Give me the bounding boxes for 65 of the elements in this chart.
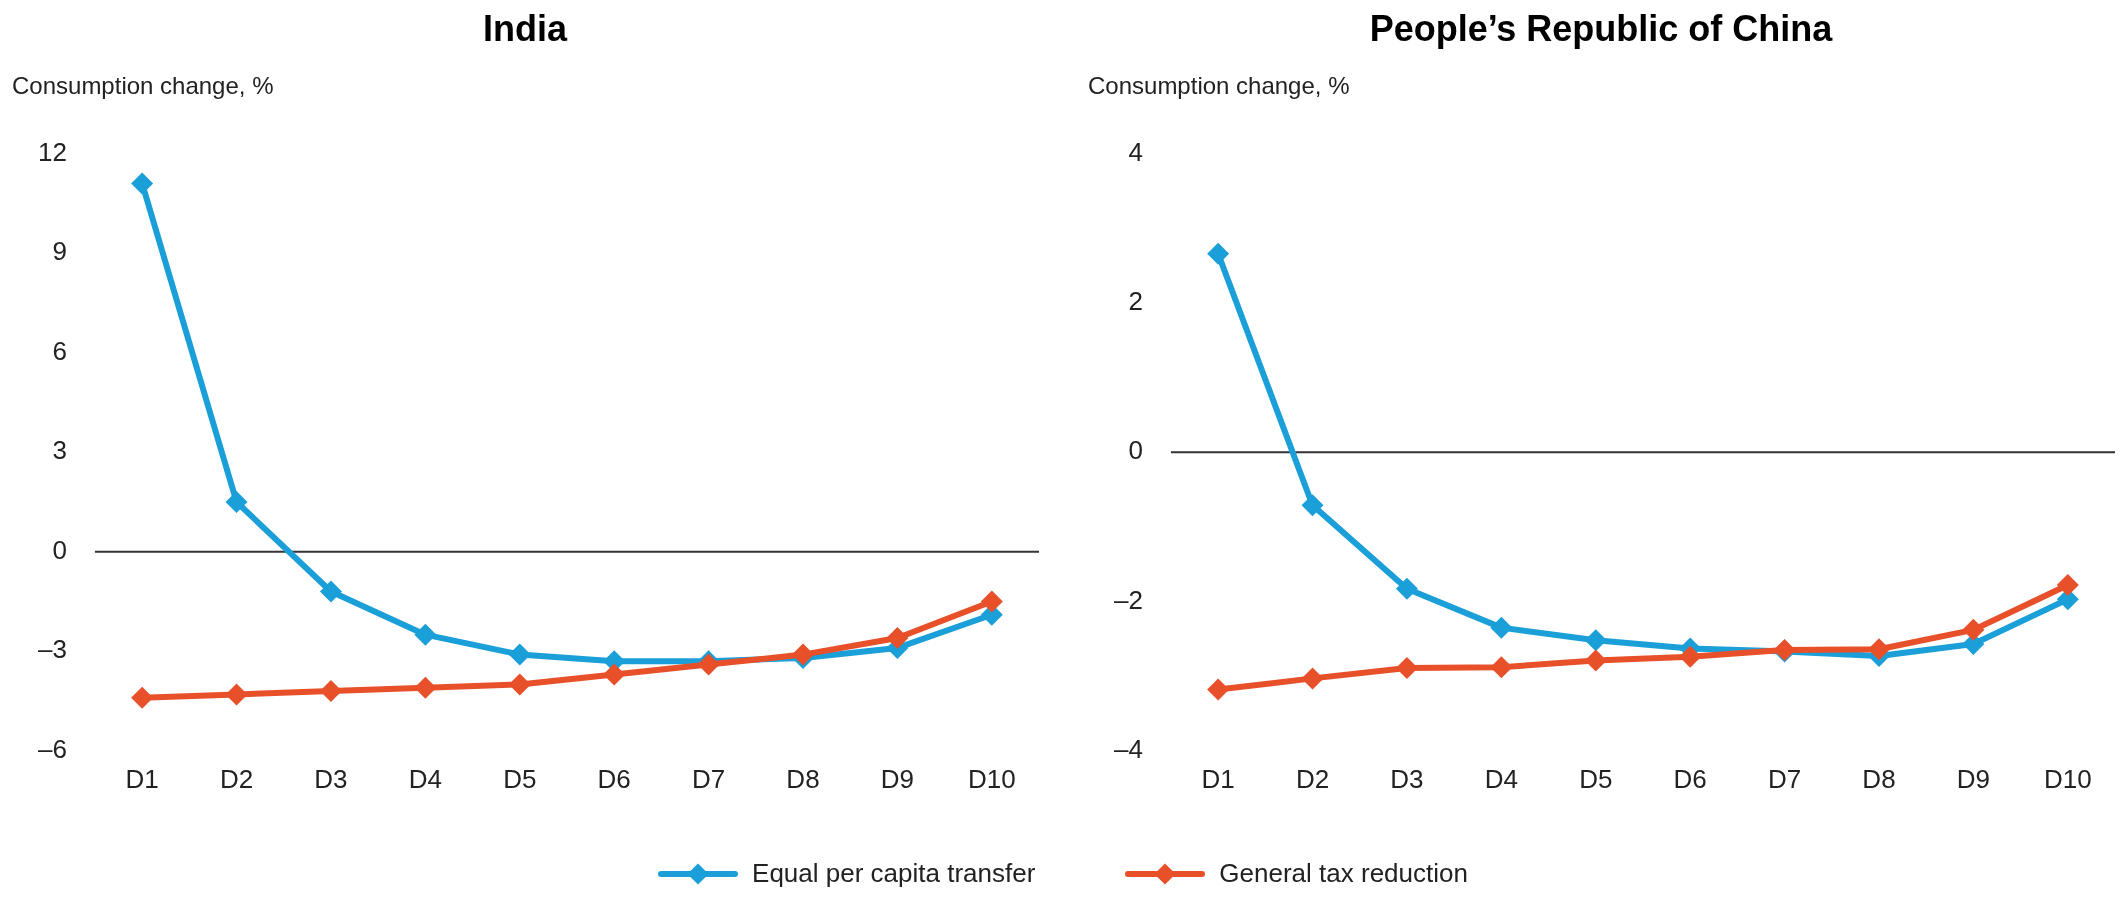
point <box>225 490 248 513</box>
y-tick-label: –2 <box>1114 584 1143 615</box>
y-axis-title: Consumption change, % <box>12 72 274 100</box>
x-tick-label: D5 <box>503 763 537 794</box>
x-tick-label: D9 <box>880 763 915 794</box>
x-tick-label: D3 <box>1390 763 1424 794</box>
y-tick-label: 12 <box>38 136 67 167</box>
x-tick-label: D1 <box>1201 763 1235 794</box>
x-tick-label: D2 <box>1295 763 1330 794</box>
x-tick-label: D9 <box>1956 763 1991 794</box>
y-tick-label: –4 <box>1114 733 1143 764</box>
x-tick-label: D6 <box>1673 763 1707 794</box>
point <box>131 172 154 195</box>
x-tick-label: D4 <box>1484 763 1518 794</box>
point <box>1490 616 1513 639</box>
point <box>414 623 437 646</box>
y-tick-label: 4 <box>1128 136 1143 167</box>
point <box>319 680 342 703</box>
point <box>1679 645 1702 668</box>
point <box>225 683 248 706</box>
y-tick-label: 9 <box>52 236 67 267</box>
x-tick-label: D1 <box>125 763 159 794</box>
point <box>1490 656 1513 679</box>
point <box>1207 678 1230 701</box>
x-tick-label: D6 <box>597 763 631 794</box>
x-tick-label: D10 <box>967 763 1016 794</box>
chart-title: India <box>482 8 569 50</box>
x-tick-label: D7 <box>1767 763 1802 794</box>
y-tick-label: 2 <box>1128 286 1143 317</box>
point <box>1301 667 1324 690</box>
x-tick-label: D5 <box>1579 763 1613 794</box>
point <box>886 627 909 649</box>
point <box>2056 574 2079 597</box>
point <box>1584 629 1607 652</box>
legend-label: Equal per capita transfer <box>752 858 1036 889</box>
x-tick-label: D10 <box>2043 763 2092 794</box>
legend-label: General tax reduction <box>1219 858 1468 889</box>
point <box>1301 494 1324 517</box>
point <box>508 643 531 666</box>
point <box>131 686 154 709</box>
y-tick-label: –6 <box>38 733 67 764</box>
y-tick-label: 3 <box>52 435 67 466</box>
point <box>414 676 437 699</box>
point <box>1584 649 1607 672</box>
x-tick-label: D2 <box>219 763 254 794</box>
x-tick-label: D4 <box>408 763 442 794</box>
point <box>1867 638 1890 661</box>
point <box>508 673 531 696</box>
y-tick-label: –3 <box>38 634 67 665</box>
x-tick-label: D3 <box>314 763 348 794</box>
point <box>319 580 342 603</box>
point <box>1962 618 1985 641</box>
point <box>1395 577 1418 600</box>
point <box>603 663 626 686</box>
point <box>980 590 1003 613</box>
y-tick-label: 0 <box>52 534 67 565</box>
x-tick-label: D8 <box>786 763 820 794</box>
y-axis-title: Consumption change, % <box>1088 72 1350 100</box>
point <box>1395 656 1418 679</box>
x-tick-label: D7 <box>691 763 726 794</box>
x-tick-label: D8 <box>1862 763 1896 794</box>
y-tick-label: 6 <box>52 335 67 366</box>
y-tick-label: 0 <box>1128 435 1143 466</box>
chart-title: People’s Republic of China <box>1368 8 1834 50</box>
point <box>1207 242 1230 265</box>
